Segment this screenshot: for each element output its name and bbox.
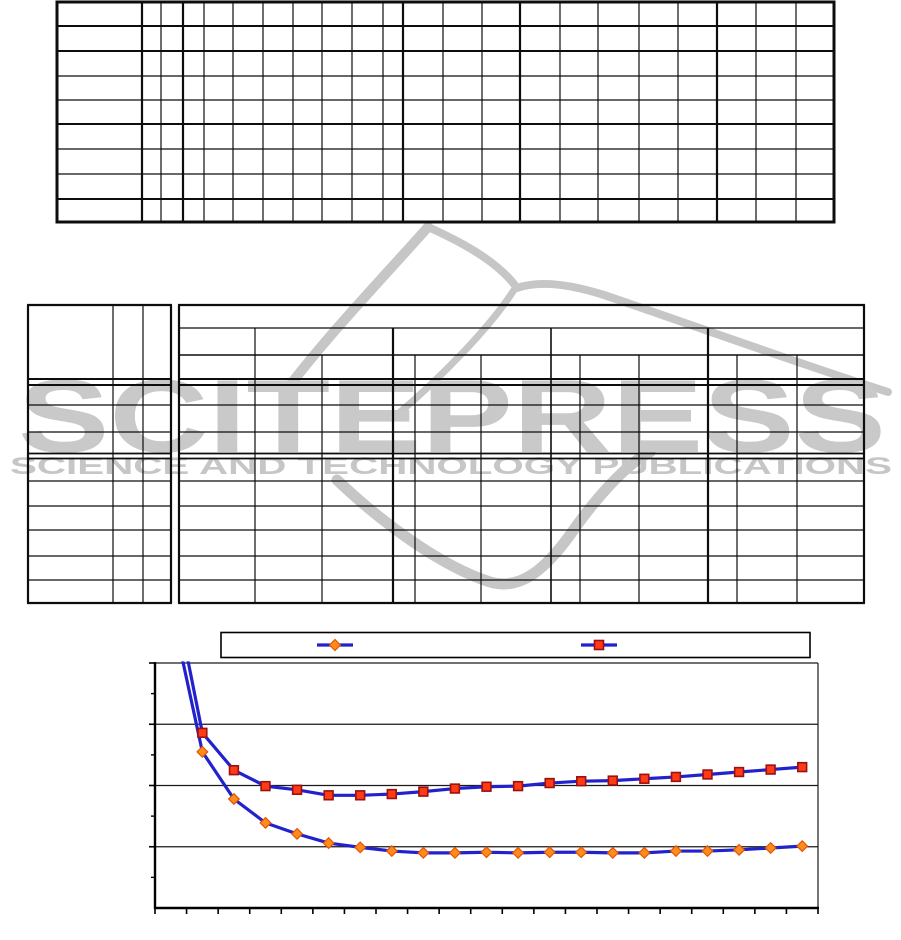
top-results-table [55, 0, 836, 224]
square-marker [386, 788, 397, 800]
diamond-marker [669, 844, 683, 858]
watermark-tagline-text: SCIENCE AND TECHNOLOGY PUBLICATIONS [10, 453, 892, 480]
legend-entry-series-square [581, 639, 617, 651]
series-square-markers [197, 727, 808, 801]
watermark-flag-swoosh-stroke [513, 279, 892, 396]
square-marker [228, 764, 240, 776]
series-square-line [186, 661, 804, 797]
diamond-marker [606, 846, 619, 860]
diamond-marker [448, 846, 462, 860]
diamond-marker [575, 846, 588, 859]
legend-entry-series-diamond [317, 638, 353, 652]
square-marker [291, 784, 303, 795]
watermark-flag-apex-stroke [424, 223, 521, 292]
watermark-flag-left-stroke [279, 222, 433, 398]
square-marker [607, 775, 618, 786]
diamond-marker [480, 846, 493, 859]
chart-series [181, 661, 809, 860]
legend-box [220, 631, 811, 659]
square-marker [639, 773, 650, 784]
square-marker [576, 776, 587, 787]
square-marker [481, 781, 492, 792]
square-marker [512, 780, 524, 792]
square-marker [733, 766, 745, 778]
diamond-marker [764, 841, 777, 855]
square-marker [418, 786, 429, 797]
square-marker [449, 783, 461, 794]
square-marker [323, 790, 334, 801]
square-marker [797, 761, 808, 773]
diamond-marker [543, 846, 556, 859]
diamond-marker [796, 839, 809, 853]
results-line-chart [149, 631, 819, 914]
diamond-marker [638, 846, 651, 860]
square-marker [765, 764, 776, 775]
square-marker [702, 769, 713, 780]
diamond-marker [385, 844, 398, 858]
diamond-marker [354, 841, 367, 854]
diamond-marker [196, 745, 209, 758]
square-marker [197, 727, 208, 739]
diamond-marker [290, 827, 304, 841]
diamond-marker [732, 843, 746, 856]
diamond-marker [511, 846, 525, 860]
chart-legend [220, 631, 811, 659]
square-marker [544, 777, 555, 789]
diamond-marker [322, 836, 335, 850]
series-diamond-markers [196, 745, 809, 860]
second-table-rowheader-block [26, 303, 173, 605]
chart-axes [149, 662, 819, 914]
diamond-marker [701, 844, 714, 858]
diamond-marker [259, 816, 272, 830]
legend-square-marker [593, 639, 605, 651]
square-marker [670, 771, 682, 783]
square-marker [355, 790, 366, 801]
square-marker [260, 780, 271, 792]
diamond-marker [417, 846, 430, 860]
second-table-data-block [177, 303, 866, 605]
legend-diamond-marker [328, 638, 342, 652]
diamond-marker [227, 792, 241, 806]
